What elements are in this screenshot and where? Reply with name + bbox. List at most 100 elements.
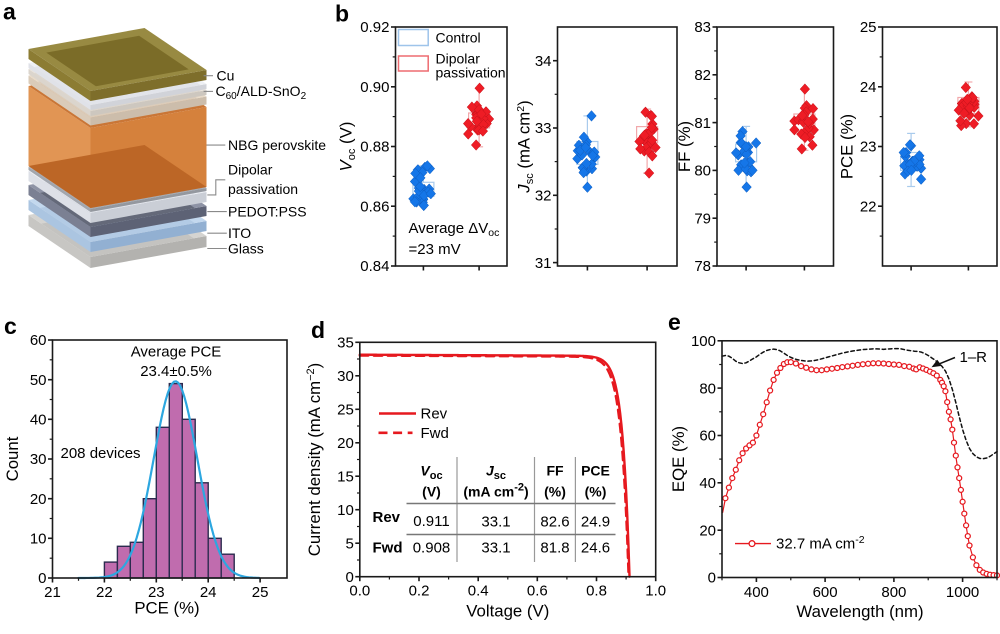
svg-text:32.7 mA cm-2: 32.7 mA cm-2 bbox=[776, 534, 865, 553]
svg-text:Count: Count bbox=[3, 436, 22, 481]
svg-text:30: 30 bbox=[30, 451, 47, 468]
svg-text:20: 20 bbox=[337, 435, 354, 452]
svg-text:0.86: 0.86 bbox=[360, 198, 389, 215]
svg-text:81: 81 bbox=[694, 115, 711, 132]
svg-text:10: 10 bbox=[30, 531, 47, 548]
svg-text:(%): (%) bbox=[544, 484, 566, 500]
svg-text:FF: FF bbox=[546, 463, 564, 479]
svg-text:a: a bbox=[3, 0, 16, 25]
svg-text:Voltage (V): Voltage (V) bbox=[466, 602, 549, 621]
svg-text:82: 82 bbox=[694, 67, 711, 84]
svg-text:Wavelength (nm): Wavelength (nm) bbox=[796, 602, 923, 621]
svg-text:Fwd: Fwd bbox=[421, 425, 449, 442]
svg-text:Dipolar: Dipolar bbox=[228, 162, 273, 178]
svg-text:=23 mV: =23 mV bbox=[409, 241, 461, 258]
svg-text:60: 60 bbox=[699, 428, 716, 445]
svg-text:0.84: 0.84 bbox=[360, 258, 389, 275]
svg-text:Rev: Rev bbox=[421, 406, 448, 423]
svg-text:0.4: 0.4 bbox=[468, 583, 489, 600]
svg-text:80: 80 bbox=[699, 380, 716, 397]
svg-text:60: 60 bbox=[30, 332, 47, 349]
svg-text:23: 23 bbox=[860, 139, 877, 156]
svg-text:b: b bbox=[335, 1, 349, 27]
svg-text:83: 83 bbox=[694, 19, 711, 36]
svg-text:21: 21 bbox=[44, 584, 61, 601]
svg-text:0: 0 bbox=[708, 570, 716, 587]
svg-text:Cu: Cu bbox=[217, 68, 235, 84]
svg-text:Voc: Voc bbox=[420, 463, 442, 483]
svg-text:C60/ALD-SnO2: C60/ALD-SnO2 bbox=[216, 83, 307, 102]
svg-text:PCE (%): PCE (%) bbox=[134, 599, 199, 618]
svg-text:ITO: ITO bbox=[228, 225, 251, 241]
svg-text:EQE (%): EQE (%) bbox=[669, 426, 688, 492]
svg-text:1–R: 1–R bbox=[960, 349, 988, 366]
svg-text:0.911: 0.911 bbox=[413, 513, 449, 530]
svg-text:0.0: 0.0 bbox=[349, 583, 370, 600]
svg-text:35: 35 bbox=[337, 335, 354, 352]
svg-text:32: 32 bbox=[535, 188, 552, 205]
svg-text:81.8: 81.8 bbox=[540, 540, 569, 557]
svg-text:(V): (V) bbox=[422, 484, 441, 500]
svg-text:600: 600 bbox=[813, 584, 838, 601]
svg-text:800: 800 bbox=[881, 584, 906, 601]
svg-text:Average ΔVoc: Average ΔVoc bbox=[409, 220, 500, 239]
svg-text:Rev: Rev bbox=[373, 509, 401, 526]
svg-text:PCE: PCE bbox=[581, 463, 610, 479]
svg-text:Current density (mA cm−2): Current density (mA cm−2) bbox=[305, 363, 324, 556]
svg-text:PEDOT:PSS: PEDOT:PSS bbox=[228, 204, 307, 220]
svg-text:40: 40 bbox=[30, 412, 47, 429]
svg-text:25: 25 bbox=[860, 19, 877, 36]
svg-text:d: d bbox=[311, 317, 325, 343]
svg-text:25: 25 bbox=[337, 402, 354, 419]
svg-text:Fwd: Fwd bbox=[373, 540, 403, 557]
svg-text:FF (%): FF (%) bbox=[675, 121, 694, 172]
svg-text:0.908: 0.908 bbox=[413, 540, 451, 557]
svg-text:0.6: 0.6 bbox=[527, 583, 548, 600]
svg-text:15: 15 bbox=[337, 468, 354, 485]
svg-text:24: 24 bbox=[860, 79, 877, 96]
svg-text:100: 100 bbox=[691, 333, 716, 350]
svg-text:25: 25 bbox=[252, 584, 269, 601]
svg-text:passivation: passivation bbox=[228, 181, 298, 197]
svg-text:c: c bbox=[4, 313, 17, 339]
svg-text:33.1: 33.1 bbox=[481, 514, 510, 531]
svg-text:Control: Control bbox=[436, 30, 481, 46]
svg-text:Voc (V): Voc (V) bbox=[337, 122, 359, 172]
svg-text:Average PCE: Average PCE bbox=[131, 344, 222, 361]
svg-text:208 devices: 208 devices bbox=[61, 445, 141, 462]
svg-text:0.88: 0.88 bbox=[360, 139, 389, 156]
svg-text:passivation: passivation bbox=[436, 65, 506, 81]
svg-text:5: 5 bbox=[345, 535, 353, 552]
svg-text:(mA cm-2): (mA cm-2) bbox=[463, 482, 528, 500]
svg-text:33.1: 33.1 bbox=[481, 540, 510, 557]
svg-text:0: 0 bbox=[345, 569, 353, 586]
svg-text:Jsc (mA cm2): Jsc (mA cm2) bbox=[515, 100, 537, 193]
svg-text:30: 30 bbox=[337, 368, 354, 385]
svg-text:e: e bbox=[668, 309, 681, 335]
svg-text:0.90: 0.90 bbox=[360, 79, 389, 96]
svg-text:22: 22 bbox=[96, 584, 113, 601]
svg-text:22: 22 bbox=[860, 198, 877, 215]
svg-text:0.8: 0.8 bbox=[586, 583, 607, 600]
svg-text:50: 50 bbox=[30, 372, 47, 389]
svg-text:1.0: 1.0 bbox=[645, 583, 666, 600]
svg-text:78: 78 bbox=[694, 258, 711, 275]
svg-text:20: 20 bbox=[699, 522, 716, 539]
svg-text:23.4±0.5%: 23.4±0.5% bbox=[140, 363, 212, 380]
svg-text:23: 23 bbox=[148, 584, 165, 601]
svg-text:24.6: 24.6 bbox=[581, 540, 610, 557]
svg-text:40: 40 bbox=[699, 475, 716, 492]
svg-text:24: 24 bbox=[200, 584, 217, 601]
svg-text:34: 34 bbox=[535, 53, 552, 70]
svg-text:80: 80 bbox=[694, 163, 711, 180]
svg-text:Jsc: Jsc bbox=[486, 463, 506, 483]
svg-text:Glass: Glass bbox=[228, 241, 264, 257]
svg-text:20: 20 bbox=[30, 491, 47, 508]
svg-text:82.6: 82.6 bbox=[540, 514, 569, 531]
svg-text:31: 31 bbox=[535, 255, 552, 272]
svg-text:PCE (%): PCE (%) bbox=[838, 114, 857, 179]
svg-text:1000: 1000 bbox=[946, 584, 979, 601]
svg-text:400: 400 bbox=[744, 584, 769, 601]
svg-text:33: 33 bbox=[535, 120, 552, 137]
svg-text:(%): (%) bbox=[585, 484, 607, 500]
